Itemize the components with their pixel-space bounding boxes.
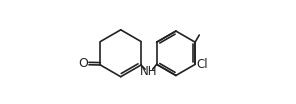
Text: O: O — [78, 57, 88, 70]
Text: NH: NH — [140, 66, 157, 79]
Text: Cl: Cl — [197, 58, 208, 71]
